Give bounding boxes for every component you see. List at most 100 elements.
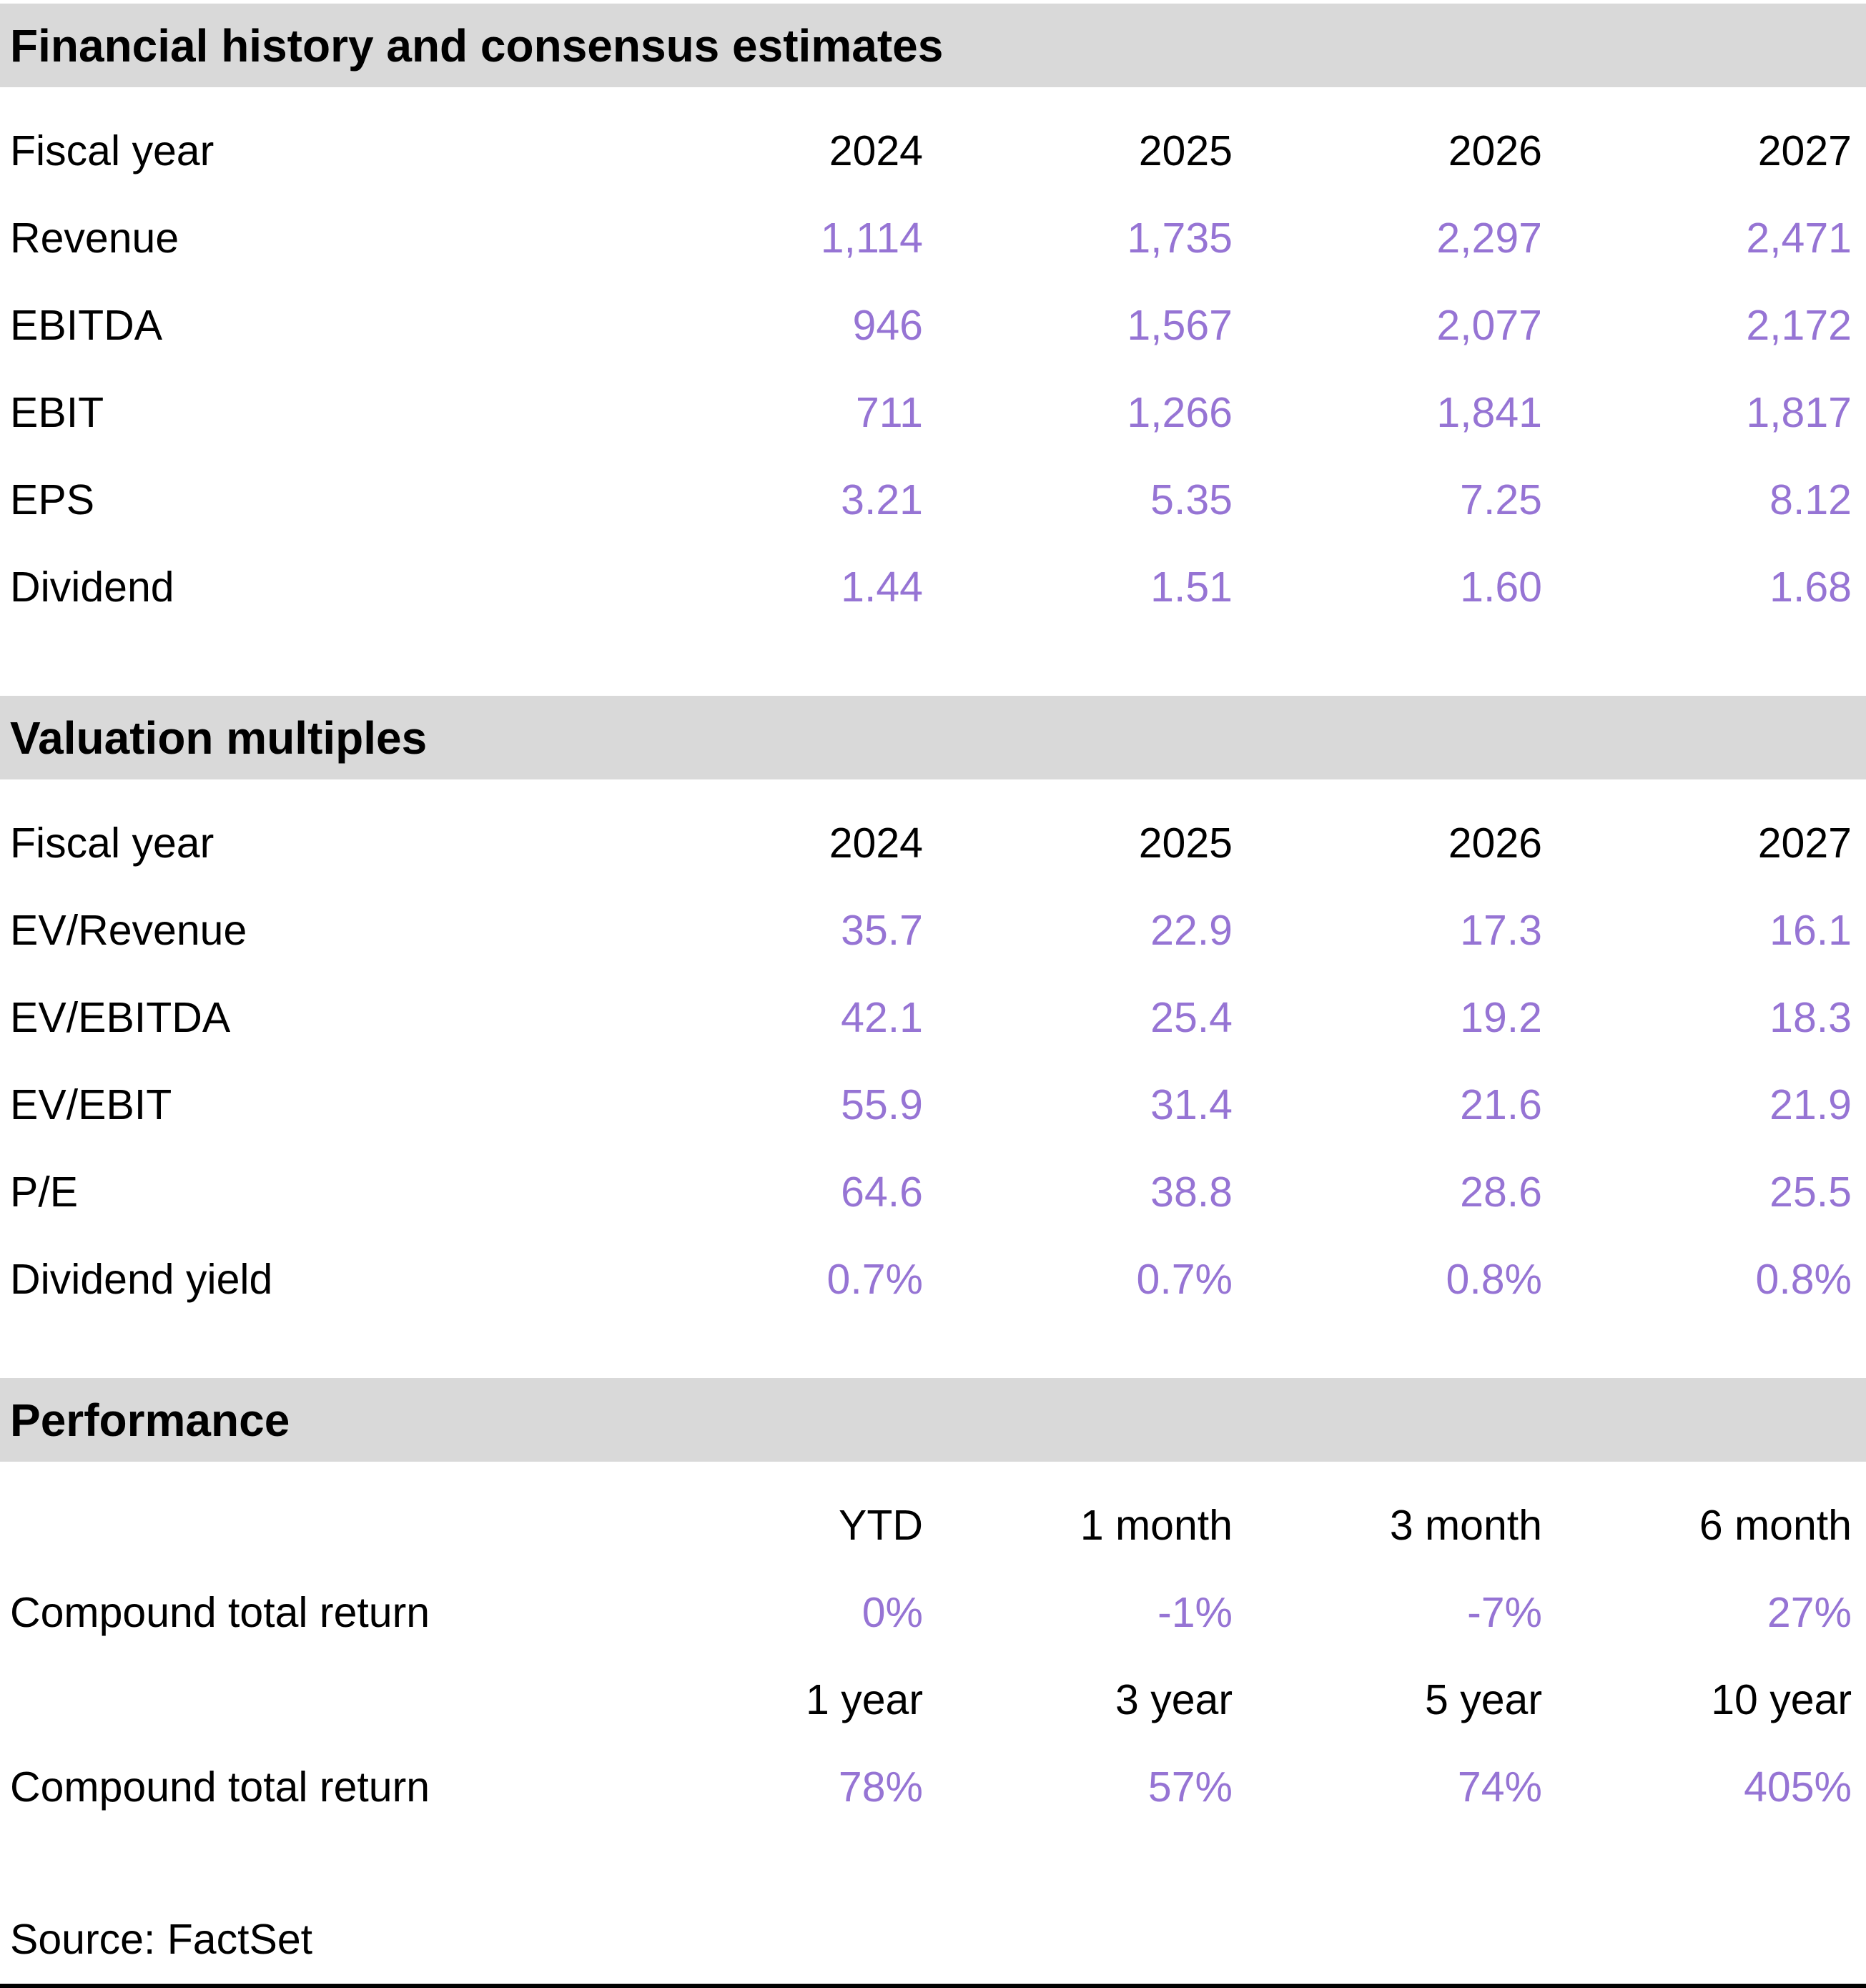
cell-value: 5.35 — [1150, 476, 1233, 523]
year-column-header: 2024 — [829, 127, 923, 174]
cell-value: 64.6 — [841, 1168, 923, 1216]
table-row-dividend: Dividend 1.44 1.51 1.60 1.68 — [0, 543, 1866, 631]
period-column-header: 3 year — [1115, 1675, 1233, 1723]
table-row-revenue: Revenue 1,114 1,735 2,297 2,471 — [0, 195, 1866, 282]
cell-value: 35.7 — [841, 906, 923, 954]
cell-value: 0% — [862, 1588, 923, 1636]
row-label: EV/Revenue — [10, 906, 247, 954]
year-column-header: 2027 — [1757, 819, 1852, 867]
cell-value: 0.7% — [1136, 1255, 1233, 1303]
cell-value: 27% — [1767, 1588, 1852, 1636]
cell-value: 0.7% — [826, 1255, 923, 1303]
section-title-valuation-multiples: Valuation multiples — [0, 696, 1866, 779]
table-row-compound-total-return-short: Compound total return 0% -1% -7% 27% — [0, 1569, 1866, 1656]
source-attribution: Source: FactSet — [10, 1916, 313, 1963]
cell-value: 8.12 — [1769, 476, 1852, 523]
cell-value: 1.60 — [1460, 563, 1542, 611]
cell-value: 1,735 — [1127, 214, 1233, 262]
cell-value: 2,297 — [1436, 214, 1542, 262]
cell-value: 74% — [1457, 1763, 1542, 1811]
table-row-eps: EPS 3.21 5.35 7.25 8.12 — [0, 456, 1866, 543]
performance-table: YTD 1 month 3 month 6 month Compound tot… — [0, 1482, 1866, 1831]
cell-value: 25.5 — [1769, 1168, 1852, 1216]
table-row-compound-total-return-long: Compound total return 78% 57% 74% 405% — [0, 1743, 1866, 1831]
cell-value: 16.1 — [1769, 906, 1852, 954]
row-label: EV/EBIT — [10, 1081, 172, 1128]
cell-value: 1,841 — [1436, 388, 1542, 436]
cell-value: 0.8% — [1446, 1255, 1542, 1303]
year-column-header: 2026 — [1448, 819, 1542, 867]
table-row-ebit: EBIT 711 1,266 1,841 1,817 — [0, 369, 1866, 456]
table-row-dividend-yield: Dividend yield 0.7% 0.7% 0.8% 0.8% — [0, 1236, 1866, 1323]
row-label: Compound total return — [10, 1763, 430, 1811]
cell-value: 31.4 — [1150, 1081, 1233, 1128]
cell-value: 78% — [838, 1763, 923, 1811]
row-label: Revenue — [10, 214, 179, 262]
cell-value: 1,114 — [820, 214, 923, 262]
cell-value: 7.25 — [1460, 476, 1542, 523]
year-column-header: 2024 — [829, 819, 923, 867]
table-row-ebitda: EBITDA 946 1,567 2,077 2,172 — [0, 282, 1866, 369]
cell-value: 25.4 — [1150, 993, 1233, 1041]
cell-value: 405% — [1744, 1763, 1852, 1811]
cell-value: 21.9 — [1769, 1081, 1852, 1128]
cell-value: 22.9 — [1150, 906, 1233, 954]
cell-value: 42.1 — [841, 993, 923, 1041]
fiscal-year-label: Fiscal year — [10, 819, 214, 867]
cell-value: 2,172 — [1746, 301, 1852, 349]
cell-value: 2,077 — [1436, 301, 1542, 349]
cell-value: 1,266 — [1127, 388, 1233, 436]
cell-value: 946 — [852, 301, 923, 349]
cell-value: 57% — [1147, 1763, 1233, 1811]
fiscal-year-label: Fiscal year — [10, 127, 214, 174]
section-title-performance: Performance — [0, 1378, 1866, 1462]
cell-value: 1.44 — [841, 563, 923, 611]
performance-period-header-row: YTD 1 month 3 month 6 month — [0, 1482, 1866, 1569]
cell-value: 18.3 — [1769, 993, 1852, 1041]
cell-value: 38.8 — [1150, 1168, 1233, 1216]
year-column-header: 2025 — [1138, 127, 1233, 174]
year-column-header: 2025 — [1138, 819, 1233, 867]
cell-value: -1% — [1157, 1588, 1233, 1636]
cell-value: 21.6 — [1460, 1081, 1542, 1128]
performance-period-header-row: 1 year 3 year 5 year 10 year — [0, 1656, 1866, 1743]
period-column-header: YTD — [839, 1501, 923, 1549]
row-label: EBITDA — [10, 301, 163, 349]
table-row-ev-revenue: EV/Revenue 35.7 22.9 17.3 16.1 — [0, 887, 1866, 974]
table-row-pe: P/E 64.6 38.8 28.6 25.5 — [0, 1148, 1866, 1236]
row-label: Compound total return — [10, 1588, 430, 1636]
cell-value: 17.3 — [1460, 906, 1542, 954]
period-column-header: 1 month — [1080, 1501, 1233, 1549]
cell-value: 55.9 — [841, 1081, 923, 1128]
fiscal-year-header-row: Fiscal year 2024 2025 2026 2027 — [0, 799, 1866, 887]
cell-value: 0.8% — [1755, 1255, 1852, 1303]
period-column-header: 6 month — [1699, 1501, 1852, 1549]
year-column-header: 2026 — [1448, 127, 1542, 174]
row-label: P/E — [10, 1168, 79, 1216]
period-column-header: 3 month — [1389, 1501, 1542, 1549]
fiscal-year-header-row: Fiscal year 2024 2025 2026 2027 — [0, 107, 1866, 195]
cell-value: 1.51 — [1150, 563, 1233, 611]
cell-value: 1,817 — [1746, 388, 1852, 436]
table-row-ev-ebit: EV/EBIT 55.9 31.4 21.6 21.9 — [0, 1061, 1866, 1148]
row-label: EV/EBITDA — [10, 993, 231, 1041]
cell-value: 1.68 — [1769, 563, 1852, 611]
row-label: EBIT — [10, 388, 104, 436]
period-column-header: 5 year — [1425, 1675, 1542, 1723]
table-row-ev-ebitda: EV/EBITDA 42.1 25.4 19.2 18.3 — [0, 974, 1866, 1061]
valuation-multiples-table: Fiscal year 2024 2025 2026 2027 EV/Reven… — [0, 799, 1866, 1323]
period-column-header: 1 year — [806, 1675, 923, 1723]
cell-value: 19.2 — [1460, 993, 1542, 1041]
cell-value: 2,471 — [1746, 214, 1852, 262]
row-label: Dividend — [10, 563, 174, 611]
financial-history-table: Fiscal year 2024 2025 2026 2027 Revenue … — [0, 107, 1866, 631]
cell-value: 28.6 — [1460, 1168, 1542, 1216]
row-label: Dividend yield — [10, 1255, 273, 1303]
row-label: EPS — [10, 476, 95, 523]
cell-value: 711 — [855, 388, 923, 436]
period-column-header: 10 year — [1711, 1675, 1852, 1723]
cell-value: -7% — [1467, 1588, 1542, 1636]
year-column-header: 2027 — [1757, 127, 1852, 174]
cell-value: 3.21 — [841, 476, 923, 523]
section-title-financial-history: Financial history and consensus estimate… — [0, 4, 1866, 87]
